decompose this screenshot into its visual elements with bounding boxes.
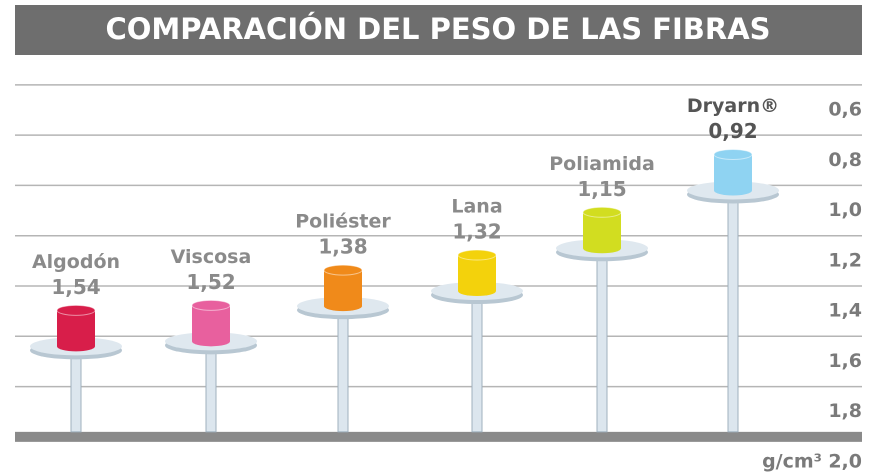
cylinder-base — [324, 301, 362, 312]
fiber-mark — [556, 206, 648, 433]
category-label: Poliéster — [295, 211, 391, 233]
y-tick-label: 0,8 — [828, 149, 862, 171]
category-label: Algodón — [32, 251, 120, 273]
value-label: 1,32 — [452, 220, 501, 244]
fiber-mark — [297, 264, 389, 433]
cylinder-base — [714, 185, 752, 196]
y-tick-label: 1,4 — [828, 300, 862, 322]
chart-title: COMPARACIÓN DEL PESO DE LAS FIBRAS — [105, 12, 770, 46]
value-label: 1,54 — [51, 275, 100, 299]
category-label: Viscosa — [171, 246, 252, 268]
y-tick-label: 2,0 — [828, 451, 862, 473]
fiber-mark — [165, 299, 257, 433]
cylinder-base — [583, 243, 621, 254]
stem — [337, 305, 349, 433]
cylinder-top — [56, 304, 96, 316]
stem — [596, 247, 608, 433]
cylinder-top — [457, 249, 497, 261]
y-tick-label: 1,6 — [828, 350, 862, 372]
stem — [471, 290, 483, 433]
fiber-mark — [30, 304, 122, 433]
y-axis-label: g/cm³ — [762, 451, 822, 473]
value-label: 1,38 — [318, 235, 367, 259]
title-bar — [15, 5, 862, 55]
cylinder — [57, 310, 95, 347]
category-label: Lana — [451, 196, 502, 218]
cylinder-base — [57, 341, 95, 352]
cylinder — [583, 212, 621, 249]
cylinder — [714, 154, 752, 191]
value-label: 1,52 — [186, 270, 235, 294]
cylinder-top — [582, 206, 622, 218]
y-tick-label: 1,2 — [828, 249, 862, 271]
fiber-mark — [687, 148, 779, 433]
y-tick-label: 0,6 — [828, 99, 862, 121]
cylinder-top — [323, 264, 363, 276]
cylinder-top — [191, 299, 231, 311]
cylinder — [458, 255, 496, 292]
value-label: 1,15 — [577, 177, 626, 201]
cylinder — [192, 305, 230, 342]
fiber-mark — [431, 249, 523, 433]
base-bar — [15, 431, 862, 442]
category-label: Poliamida — [549, 153, 655, 175]
cylinder — [324, 270, 362, 307]
value-label: 0,92 — [708, 119, 757, 143]
cylinder-base — [192, 336, 230, 347]
cylinder-base — [458, 286, 496, 297]
y-tick-label: 1,8 — [828, 400, 862, 422]
y-tick-label: 1,0 — [828, 199, 862, 221]
category-label: Dryarn® — [687, 95, 779, 117]
stem — [727, 189, 739, 433]
cylinder-top — [713, 148, 753, 160]
stem — [205, 340, 217, 433]
